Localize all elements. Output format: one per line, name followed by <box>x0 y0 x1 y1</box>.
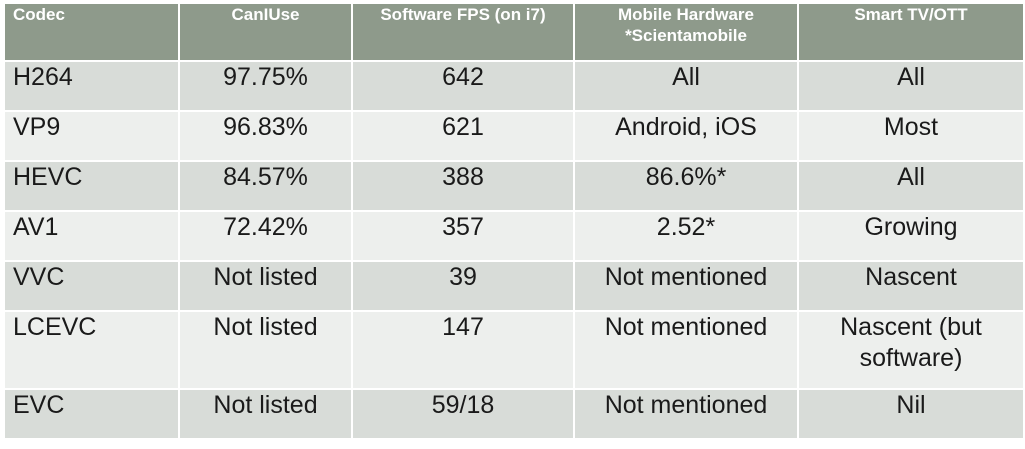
cell-mobile-hardware: Not mentioned <box>573 260 799 312</box>
cell-mobile-hardware: Android, iOS <box>573 110 799 162</box>
cell-codec: HEVC <box>3 160 180 212</box>
table-row: VP9 96.83% 621 Android, iOS Most <box>3 110 1025 162</box>
header-codec: Codec <box>3 2 180 62</box>
cell-software-fps: 388 <box>351 160 575 212</box>
cell-codec: VP9 <box>3 110 180 162</box>
header-smart-tv: Smart TV/OTT <box>797 2 1025 62</box>
cell-smart-tv: Nascent <box>797 260 1025 312</box>
cell-software-fps: 642 <box>351 60 575 112</box>
cell-codec: VVC <box>3 260 180 312</box>
cell-mobile-hardware: 2.52* <box>573 210 799 262</box>
cell-codec: EVC <box>3 388 180 440</box>
cell-caniuse: 96.83% <box>178 110 353 162</box>
cell-caniuse: 72.42% <box>178 210 353 262</box>
cell-caniuse: Not listed <box>178 388 353 440</box>
header-mobile-hardware-line1: Mobile Hardware <box>617 5 755 24</box>
table-row: H264 97.75% 642 All All <box>3 60 1025 112</box>
cell-mobile-hardware: Not mentioned <box>573 310 799 390</box>
header-caniuse: CanIUse <box>178 2 353 62</box>
cell-codec: LCEVC <box>3 310 180 390</box>
cell-software-fps: 621 <box>351 110 575 162</box>
cell-software-fps: 147 <box>351 310 575 390</box>
cell-smart-tv: All <box>797 60 1025 112</box>
cell-caniuse: 84.57% <box>178 160 353 212</box>
cell-caniuse: 97.75% <box>178 60 353 112</box>
header-mobile-hardware: Mobile Hardware *Scientamobile <box>573 2 799 62</box>
table-row: HEVC 84.57% 388 86.6%* All <box>3 160 1025 212</box>
cell-software-fps: 357 <box>351 210 575 262</box>
cell-smart-tv: Growing <box>797 210 1025 262</box>
cell-codec: H264 <box>3 60 180 112</box>
table-row: LCEVC Not listed 147 Not mentioned Nasce… <box>3 310 1025 390</box>
header-software-fps: Software FPS (on i7) <box>351 2 575 62</box>
cell-mobile-hardware: 86.6%* <box>573 160 799 212</box>
cell-software-fps: 59/18 <box>351 388 575 440</box>
cell-smart-tv: Most <box>797 110 1025 162</box>
table-row: EVC Not listed 59/18 Not mentioned Nil <box>3 388 1025 440</box>
table-row: AV1 72.42% 357 2.52* Growing <box>3 210 1025 262</box>
cell-smart-tv: All <box>797 160 1025 212</box>
codec-comparison-table: Codec CanIUse Software FPS (on i7) Mobil… <box>3 2 1025 440</box>
table-header-row: Codec CanIUse Software FPS (on i7) Mobil… <box>3 2 1025 62</box>
cell-software-fps: 39 <box>351 260 575 312</box>
table-row: VVC Not listed 39 Not mentioned Nascent <box>3 260 1025 312</box>
cell-mobile-hardware: Not mentioned <box>573 388 799 440</box>
cell-smart-tv: Nil <box>797 388 1025 440</box>
header-mobile-hardware-line2: *Scientamobile <box>625 26 747 45</box>
cell-mobile-hardware: All <box>573 60 799 112</box>
cell-caniuse: Not listed <box>178 310 353 390</box>
cell-caniuse: Not listed <box>178 260 353 312</box>
cell-codec: AV1 <box>3 210 180 262</box>
cell-smart-tv: Nascent (but software) <box>797 310 1025 390</box>
